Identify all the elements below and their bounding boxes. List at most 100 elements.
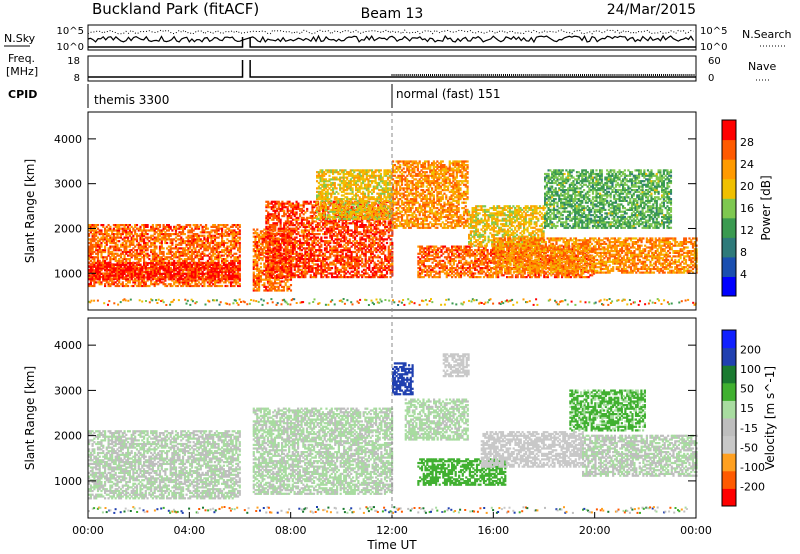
power-cell-0 [125,241,128,245]
power-cell-0 [91,233,94,236]
power-cell-0 [155,240,158,243]
power-cell-0 [157,263,160,266]
power-cell-0 [91,229,94,232]
power-cell-0 [107,238,110,241]
power-cell-0 [189,229,192,232]
power-cell-0 [127,233,130,236]
power-cell-0 [96,276,100,279]
power-cell-0 [134,254,137,257]
power-cell-0 [130,236,133,239]
power-cell-0 [130,231,133,234]
power-cell-0 [166,276,169,279]
power-cell-0 [178,267,181,270]
power-cell-0 [132,238,135,241]
power-cell-0 [182,279,185,282]
power-cell-0 [121,250,124,254]
power-cell-0 [238,283,241,286]
power-cell-0 [176,224,179,227]
power-cell-0 [88,284,91,288]
power-cell-0 [139,283,142,286]
power-cell-0 [167,236,170,239]
power-cell-0 [98,259,101,262]
power-cell-0 [109,261,112,264]
power-cell-0 [112,281,115,284]
power-cell-0 [155,238,158,241]
power-cell-0 [176,234,179,237]
power-cell-0 [137,252,140,255]
power-cell-0 [167,229,170,232]
power-cell-0 [153,247,156,250]
power-cell-0 [189,245,192,248]
power-cells [88,160,698,306]
power-cell-0 [162,247,165,250]
power-cell-0 [137,227,140,230]
power-cell-0 [137,284,140,288]
power-cell-0 [104,279,107,282]
power-cell-0 [112,240,115,243]
power-cell-0 [116,252,119,255]
power-cell-0 [143,224,146,227]
power-cell-0 [189,224,192,227]
power-cell-0 [105,231,108,234]
power-cell-0 [167,263,170,266]
power-cell-0 [118,247,121,250]
power-cell-0 [118,227,121,230]
power-cell-0 [162,229,165,232]
power-cell-0 [125,265,128,268]
power-cell-1 [203,272,206,275]
power-cell-0 [146,247,149,250]
power-cell-0 [171,274,174,277]
power-cell-0 [128,254,131,257]
power-cell-0 [88,224,91,227]
power-cell-0 [91,270,94,273]
power-cell-0 [104,267,107,270]
power-cell-0 [182,247,185,250]
power-cell-0 [128,243,131,246]
power-cell-0 [104,227,107,230]
power-cell-0 [178,259,181,262]
power-cell-0 [153,233,156,236]
power-cell-0 [127,245,130,248]
power-cell-0 [88,250,91,254]
power-cell-0 [116,277,119,280]
power-cell-0 [119,245,123,248]
power-cell-0 [119,252,123,255]
power-cell-0 [107,283,110,286]
power-cell-0 [98,279,101,282]
power-cell-0 [104,284,107,288]
power-cell-0 [144,241,147,245]
power-cell-0 [155,256,158,259]
power-cell-0 [146,236,149,239]
nsky-panel [87,24,697,51]
power-cell-1 [158,262,162,265]
power-cell-0 [127,225,130,228]
power-cell-0 [190,252,194,255]
power-cell-1 [238,272,241,275]
power-cell-0 [107,261,110,264]
power-cell-0 [155,268,158,271]
power-cell-0 [155,259,158,262]
power-cell-0 [125,259,128,262]
power-cell-0 [134,283,137,286]
power-cell-0 [155,247,158,250]
power-cell-0 [105,256,108,259]
power-cell-0 [162,283,165,286]
power-cell-0 [148,245,151,248]
power-cell-0 [160,245,163,248]
power-cell-0 [190,279,194,282]
power-cell-0 [123,231,126,234]
power-cell-0 [143,245,146,248]
power-cell-0 [182,233,185,236]
power-cell-0 [183,250,186,254]
power-cell-0 [119,233,123,236]
power-cell-0 [132,250,135,254]
power-cell-0 [112,238,115,241]
power-cell-0 [141,274,144,277]
power-cell-0 [148,229,151,232]
power-cell-0 [128,274,131,277]
power-cell-3 [279,218,282,221]
power-cell-0 [162,252,165,255]
power-cell-0 [112,229,115,232]
power-cell-0 [93,234,96,237]
power-cell-0 [135,268,139,271]
